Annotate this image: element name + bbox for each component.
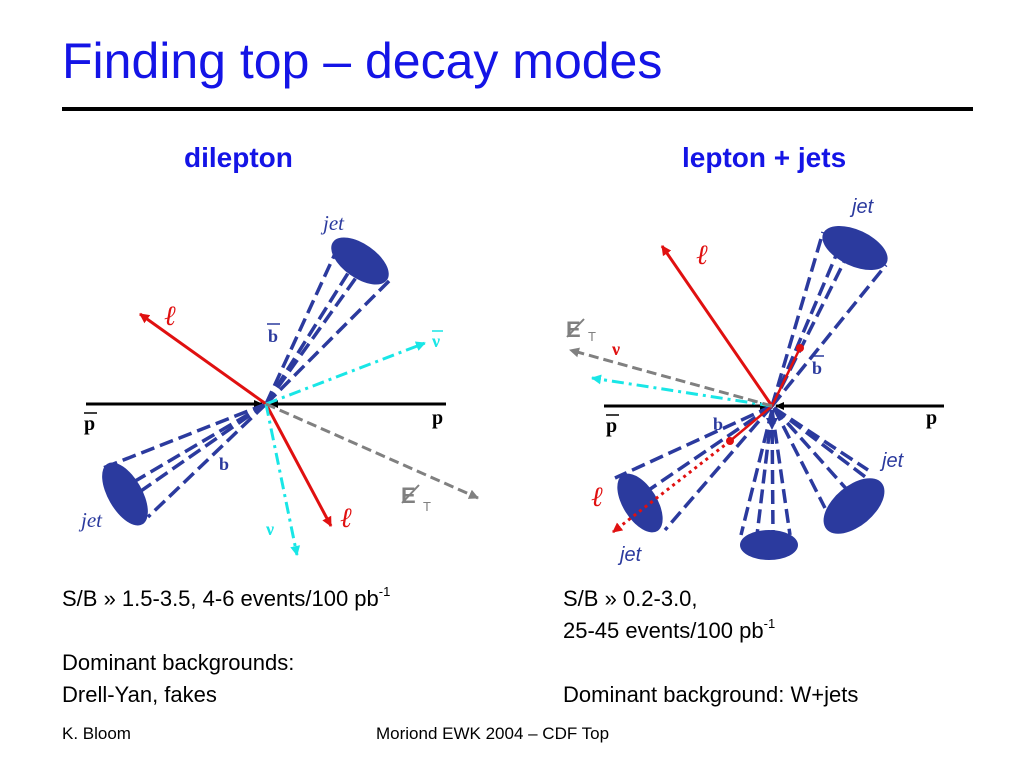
label-jet-lower-left: jet	[78, 508, 103, 532]
label-nu-right: ν	[611, 339, 620, 359]
lepton-jets-diagram: jet jet jet ℓ ℓ b b ν p p E T	[566, 196, 944, 566]
left-jet-cone-right	[617, 473, 663, 533]
label-lepton-lower-right: ℓ	[591, 482, 603, 513]
right-background-line: Dominant background: W+jets	[563, 682, 859, 707]
label-p-right: p	[926, 407, 937, 429]
upper-jet-cone	[331, 237, 389, 285]
label-jet-upper-left: jet	[320, 211, 345, 235]
label-b-right: b	[713, 414, 723, 434]
label-pbar-right: p	[606, 415, 617, 437]
lepton-jets-heading: lepton + jets	[682, 142, 847, 173]
slide-title: Finding top – decay modes	[62, 33, 663, 89]
label-nu-left: ν	[265, 519, 274, 539]
lower-jet-tracks	[102, 402, 268, 519]
upper-jet-tracks	[264, 244, 392, 406]
met-line-left	[265, 402, 479, 500]
left-caption: S/B » 1.5-3.5, 4-6 events/100 pb-1 Domin…	[62, 583, 390, 711]
dilepton-heading: dilepton	[184, 142, 293, 173]
label-met-t-left: T	[423, 499, 431, 514]
label-met-t-right: T	[588, 329, 596, 344]
label-jet-lower-right: jet	[617, 544, 643, 566]
nubar-line	[265, 341, 426, 406]
label-b-left: b	[219, 454, 229, 474]
right-sb-line: S/B » 0.2-3.0,	[563, 586, 698, 611]
label-bbar-right: b	[812, 358, 822, 378]
footer-conference: Moriond EWK 2004 – CDF Top	[376, 724, 610, 743]
right-spacer	[563, 647, 858, 679]
met-line-right	[569, 347, 773, 408]
label-lepton-lower-left: ℓ	[340, 503, 352, 534]
label-lepton-upper-left: ℓ	[164, 301, 176, 332]
left-backgrounds-heading: Dominant backgrounds:	[62, 650, 295, 675]
label-nubar-left: ν	[431, 331, 440, 351]
right-jet-tracks-right	[772, 406, 882, 509]
label-pbar-left: p	[84, 413, 95, 435]
left-spacer	[62, 615, 390, 647]
label-jet-upper-right: jet	[849, 196, 875, 218]
lower-lepton-line	[264, 403, 333, 527]
bottom-jet-cone-right	[740, 530, 798, 560]
vertex-marker-right	[766, 418, 778, 430]
right-jet-cone-right	[823, 478, 885, 534]
bbar-segment-right	[770, 347, 802, 407]
left-jet-tracks-right	[614, 404, 774, 532]
b-segment-right	[729, 405, 773, 442]
right-events-line: 25-45 events/100 pb-1	[563, 615, 776, 643]
label-bbar-left: b	[268, 326, 278, 346]
upper-lepton-line-right	[660, 245, 774, 407]
right-caption: S/B » 0.2-3.0, 25-45 events/100 pb-1 Dom…	[563, 583, 858, 711]
upper-lepton-line	[139, 312, 267, 406]
bottom-jet-tracks-right	[739, 409, 792, 536]
nu-line-right	[591, 374, 773, 408]
label-lepton-upper-right: ℓ	[696, 240, 708, 271]
bbar-vertex-dot	[796, 344, 804, 352]
footer-author: K. Bloom	[62, 724, 131, 743]
left-backgrounds-list: Drell-Yan, fakes	[62, 682, 217, 707]
met-slash-right	[566, 318, 585, 338]
dilepton-diagram: jet jet ℓ ℓ b b ν ν p p E T	[78, 211, 479, 556]
lower-jet-cone	[102, 462, 148, 526]
label-p-left: p	[432, 407, 443, 429]
label-jet-right-right: jet	[879, 450, 905, 472]
upper-jet-cone-right	[822, 225, 888, 271]
nu-line	[264, 403, 301, 556]
left-sb-line: S/B » 1.5-3.5, 4-6 events/100 pb-1	[62, 583, 391, 611]
title-rule	[62, 107, 973, 111]
met-slash-left	[401, 484, 420, 504]
